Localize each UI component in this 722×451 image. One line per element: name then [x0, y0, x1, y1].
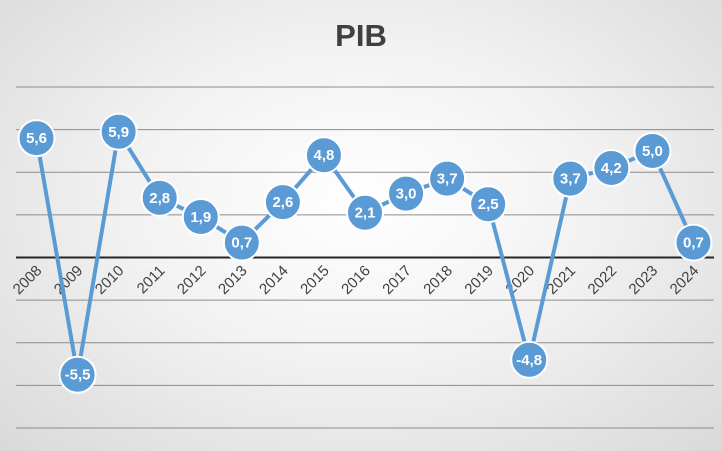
- data-label: 5,0: [642, 143, 663, 160]
- data-point: [592, 148, 631, 187]
- data-label: 1,9: [190, 209, 211, 226]
- data-point: [551, 159, 590, 198]
- data-label: 5,9: [108, 124, 129, 141]
- chart-title: PIB: [335, 18, 387, 53]
- data-point: [263, 183, 302, 222]
- data-point: [181, 198, 220, 237]
- data-label: 2,5: [478, 196, 499, 213]
- data-point: [17, 119, 56, 158]
- data-point: [633, 131, 672, 170]
- x-tick-label: 2008: [10, 262, 46, 298]
- data-label: 3,7: [560, 171, 581, 188]
- x-tick-label: 2014: [256, 262, 292, 298]
- data-label: 4,2: [601, 160, 622, 177]
- x-tick-label: 2015: [297, 262, 333, 298]
- x-tick-label: 2019: [461, 262, 497, 298]
- x-tick-label: 2018: [420, 262, 456, 298]
- data-point: [469, 185, 508, 224]
- data-point: [58, 355, 97, 394]
- x-tick-label: 2023: [626, 262, 662, 298]
- data-point: [346, 193, 384, 232]
- x-tick-label: 2017: [379, 262, 415, 298]
- data-point: [674, 223, 713, 262]
- data-label: 0,7: [683, 235, 704, 252]
- data-point: [222, 223, 261, 262]
- data-point: [387, 174, 426, 213]
- data-label: -5,5: [65, 367, 91, 384]
- x-tick-label: 2022: [585, 262, 621, 298]
- data-point: [140, 178, 179, 217]
- data-label: 4,8: [314, 147, 335, 164]
- x-tick-label: 2024: [667, 262, 703, 298]
- x-tick-label: 2016: [338, 262, 374, 298]
- data-label: -4,8: [516, 352, 542, 369]
- x-tick-label: 2012: [174, 262, 210, 298]
- x-tick-label: 2009: [51, 262, 87, 298]
- data-point: [428, 159, 467, 198]
- data-point: [99, 112, 138, 151]
- data-label: 3,7: [437, 171, 458, 188]
- data-label: 0,7: [231, 235, 252, 252]
- data-point: [304, 136, 343, 175]
- x-tick-label: 2013: [215, 262, 251, 298]
- x-tick-label: 2011: [134, 262, 169, 297]
- data-label: 2,8: [149, 190, 170, 207]
- data-point: [510, 340, 549, 379]
- data-label: 2,6: [272, 194, 293, 211]
- data-label: 5,6: [26, 130, 47, 147]
- data-label: 3,0: [396, 186, 417, 203]
- data-label: 2,1: [355, 205, 376, 222]
